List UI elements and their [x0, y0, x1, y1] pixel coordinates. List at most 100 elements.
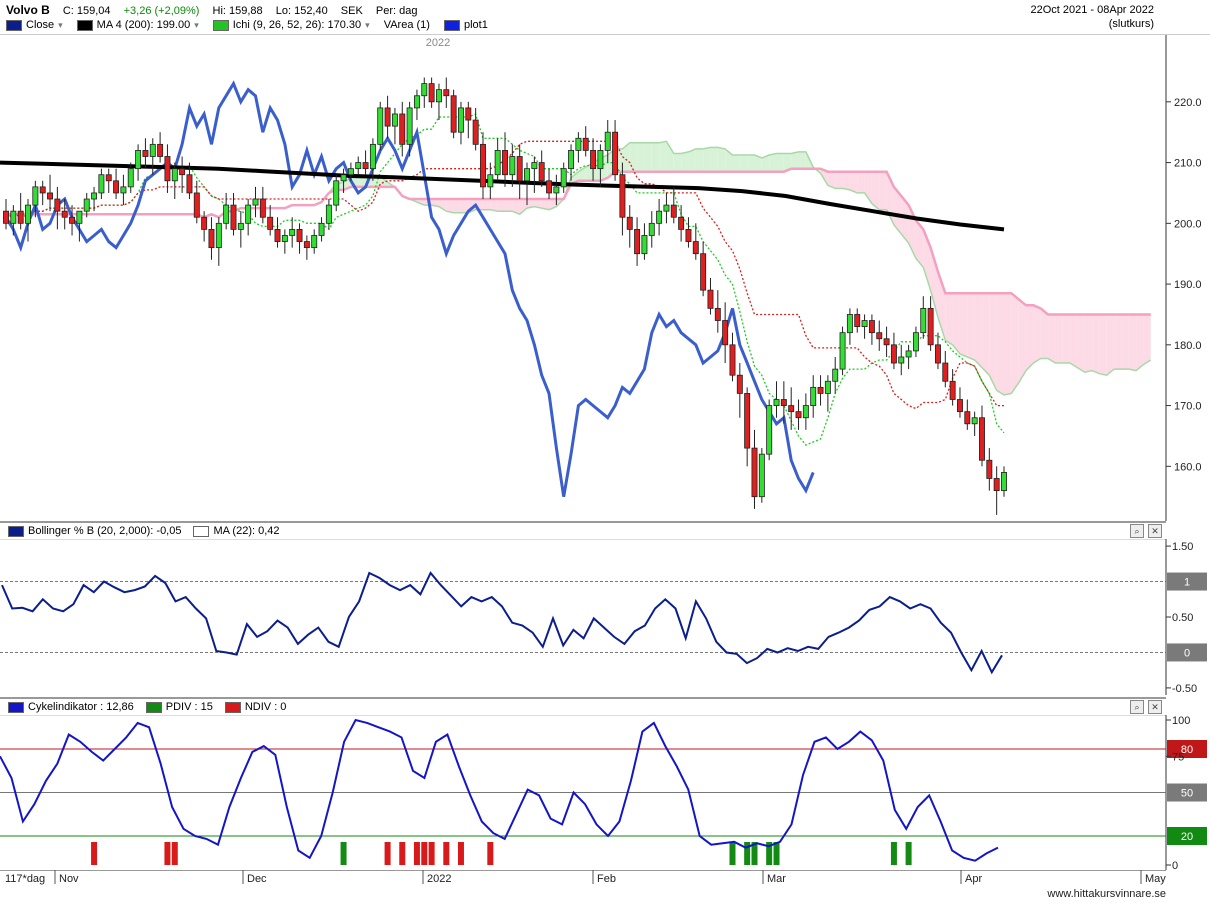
candle-body [157, 143, 164, 157]
candle [553, 174, 560, 206]
candle-body [934, 344, 941, 364]
ichimoku-cloud-segment [490, 199, 498, 212]
candle [979, 405, 985, 467]
ndiv-bar [399, 842, 406, 865]
candle [905, 344, 912, 370]
ichimoku-cloud-segment [512, 199, 520, 215]
legend-close[interactable]: Close ▾ [6, 19, 63, 31]
candle-body [25, 204, 31, 224]
candle-body [942, 362, 949, 382]
candle-body [538, 162, 545, 182]
candle-body [780, 399, 787, 406]
footer-url[interactable]: www.hittakursvinnare.se [1047, 888, 1166, 900]
ichimoku-cloud-segment [1018, 299, 1027, 383]
time-tick-label: Apr [965, 873, 982, 885]
candle [986, 448, 993, 491]
candle-body [758, 453, 765, 498]
price-chart[interactable]: 2022 220.0 210.0 200.0 190.0 180.0 170.0 160.0 [0, 35, 1210, 521]
legend-cycle[interactable]: Cykelindikator : 12,86 [8, 701, 134, 713]
candle-body [193, 192, 200, 218]
candle-body [17, 210, 24, 224]
candle-body [362, 162, 369, 170]
chevron-down-icon[interactable]: ▾ [194, 19, 199, 30]
candle [502, 132, 508, 187]
ichimoku-cloud-segment [915, 220, 924, 268]
ichimoku-cloud-segment [688, 148, 696, 172]
close-icon[interactable]: ✕ [1148, 700, 1162, 714]
candle-body [149, 143, 156, 157]
candle-body [340, 174, 347, 182]
ichimoku-cloud-segment [1070, 314, 1078, 368]
price-tick-label: 190.0 [1174, 279, 1202, 291]
legend-label: NDIV : 0 [244, 701, 287, 713]
close-icon[interactable]: ✕ [1148, 524, 1162, 538]
legend-swatch [212, 19, 229, 31]
candle [406, 101, 413, 157]
candle [391, 107, 398, 145]
zoom-icon[interactable]: ⌕ [1130, 524, 1144, 538]
ichimoku-cloud-segment [1106, 314, 1115, 376]
change-value: +3,26 (+2,09%) [123, 5, 200, 17]
time-tick-label: 117*dag [5, 873, 45, 885]
legend-bollinger[interactable]: Bollinger % B (20, 2,000): -0,05 [8, 525, 181, 537]
ichimoku-cloud-segment [1055, 314, 1063, 364]
candle [656, 199, 663, 236]
candle-body [47, 192, 53, 200]
candle [538, 150, 545, 187]
candle-body [700, 253, 707, 291]
cycle-tick-label: 0 [1172, 860, 1178, 870]
candle-body [846, 314, 853, 334]
chevron-down-icon[interactable]: ▾ [365, 19, 370, 30]
candle-body [927, 307, 934, 346]
ichimoku-cloud-segment [666, 141, 674, 172]
ichimoku-cloud-segment [798, 151, 806, 169]
candle-body [487, 174, 494, 188]
candle [729, 332, 736, 382]
legend-ndiv[interactable]: NDIV : 0 [224, 701, 287, 713]
candle-body [164, 156, 171, 182]
candle-body [201, 216, 208, 230]
cycle-chart[interactable]: 80 50 20 100 75 0 [0, 715, 1210, 870]
legend-label: Ichi (9, 26, 52, 26): 170.30 [232, 19, 362, 31]
legend-ma[interactable]: MA 4 (200): 199.00 ▾ [76, 19, 199, 31]
candle-body [450, 95, 457, 133]
legend-label: PDIV : 15 [165, 701, 213, 713]
bollinger-line [1, 571, 1003, 675]
candle [590, 138, 597, 181]
candle [714, 290, 721, 333]
legend-label: Bollinger % B (20, 2,000): -0,05 [28, 525, 182, 537]
legend-plot1[interactable]: plot1 [443, 19, 488, 31]
bollinger-chart[interactable]: 1 0 1.50 0.50 -0.50 [0, 539, 1210, 695]
candle-body [531, 162, 538, 170]
bollinger-panel-header: Bollinger % B (20, 2,000): -0,05 MA (22)… [0, 521, 1166, 540]
legend-label: Cykelindikator : 12,86 [28, 701, 134, 713]
time-tick-label: 2022 [427, 873, 451, 885]
zoom-icon[interactable]: ⌕ [1130, 700, 1144, 714]
candle [912, 326, 919, 357]
chevron-down-icon[interactable]: ▾ [58, 19, 63, 30]
ichimoku-cloud-segment [776, 153, 784, 172]
legend-varea[interactable]: VArea (1) [384, 19, 430, 31]
candle [54, 186, 61, 230]
legend-ichimoku[interactable]: Ichi (9, 26, 52, 26): 170.30 ▾ [212, 19, 370, 31]
candle [795, 399, 802, 430]
candle [223, 192, 230, 230]
candle [32, 180, 39, 218]
candle-body [663, 204, 670, 212]
candle [443, 77, 450, 108]
ichimoku-cloud-segment [989, 293, 997, 391]
legend-bollinger-ma[interactable]: MA (22): 0,42 [193, 525, 280, 537]
ichimoku-cloud-segment [835, 171, 843, 189]
candle-body [604, 131, 611, 151]
ichimoku-cloud-segment [747, 154, 755, 172]
candle [47, 174, 53, 212]
legend-pdiv[interactable]: PDIV : 15 [145, 701, 213, 713]
candle-body [714, 307, 721, 321]
candle-body [656, 210, 663, 224]
candle-body [435, 89, 442, 103]
candle [267, 205, 274, 236]
candle [949, 369, 956, 406]
pdiv-bar [340, 842, 347, 865]
candle [318, 217, 325, 242]
plot-area [0, 35, 1166, 521]
